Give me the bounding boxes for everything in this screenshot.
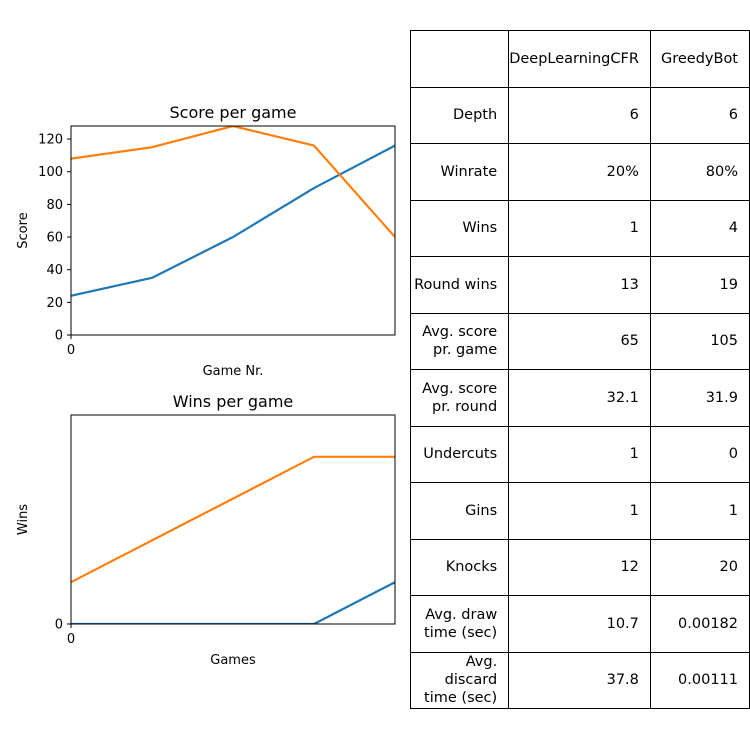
y-tick-label: 80 xyxy=(46,198,63,213)
y-tick-label: 60 xyxy=(46,231,63,246)
table-row-label: Round wins xyxy=(409,256,510,314)
chart-0: 0 20 40 60 80 100 120 0 Score per game Game Nr. Sc… xyxy=(16,103,396,379)
y-tick-label: 120 xyxy=(38,133,63,148)
series-line-1 xyxy=(71,126,395,238)
table-row: Gins 1 1 xyxy=(409,482,750,540)
table-row: Undercuts 1 0 xyxy=(409,425,750,483)
table-cell: 65 xyxy=(508,312,651,370)
table-row: Wins 1 4 xyxy=(409,199,750,257)
table-cell: 1 xyxy=(649,482,750,540)
table-cell: 10.7 xyxy=(508,595,651,653)
table-header-row: DeepLearningCFR GreedyBot xyxy=(409,30,750,88)
table-cell: 19 xyxy=(649,256,750,314)
charts-canvas: 0 20 40 60 80 100 120 0 Score per game Game Nr. Sc… xyxy=(16,103,396,668)
table-row: Avg. draw time (sec) 10.7 0.00182 xyxy=(409,595,750,653)
table-cell: 6 xyxy=(649,86,750,144)
y-tick-label: 0 xyxy=(55,329,63,344)
stats-table-body: DeepLearningCFR GreedyBot Depth 6 6 Winrate 20… xyxy=(409,30,750,709)
table-row: Avg. score pr. game 65 105 xyxy=(409,312,750,370)
x-axis-label: Game Nr. xyxy=(203,364,264,379)
table-cell: 31.9 xyxy=(649,369,750,427)
plot-frame xyxy=(70,125,396,336)
y-tick-label: 0 xyxy=(55,618,63,633)
chart-title: Wins per game xyxy=(173,392,294,411)
y-tick-label: 100 xyxy=(38,165,63,180)
y-axis-label: Wins xyxy=(16,504,31,535)
table-row-label: Avg. score pr. game xyxy=(409,312,510,370)
table-header-cell xyxy=(409,30,510,88)
x-axis-label: Games xyxy=(210,653,256,668)
table-cell: 12 xyxy=(508,538,651,596)
series-line-1 xyxy=(71,455,395,584)
table-row: Winrate 20% 80% xyxy=(409,143,750,201)
table-cell: 105 xyxy=(649,312,750,370)
table-cell: 13 xyxy=(508,256,651,314)
table-cell: 20% xyxy=(508,143,651,201)
table-row-label: Avg. discard time (sec) xyxy=(409,651,510,709)
table-row-label: Gins xyxy=(409,482,510,540)
table-cell: 6 xyxy=(508,86,651,144)
table-header-cell: GreedyBot xyxy=(649,30,750,88)
table-row-label: Avg. score pr. round xyxy=(409,369,510,427)
plot-frame xyxy=(70,414,396,625)
table-cell: 20 xyxy=(649,538,750,596)
table-row: Avg. score pr. round 32.1 31.9 xyxy=(409,369,750,427)
x-tick-label: 0 xyxy=(67,632,75,647)
table-cell: 0.00111 xyxy=(649,651,750,709)
chart-1: 00 Wins per game Games Wins xyxy=(16,392,396,668)
table-row: Depth 6 6 xyxy=(409,86,750,144)
table-cell: 0.00182 xyxy=(649,595,750,653)
table-row: Avg. discard time (sec) 37.8 0.00111 xyxy=(409,651,750,709)
y-tick-label: 20 xyxy=(46,296,63,311)
table-row-label: Depth xyxy=(409,86,510,144)
table-cell: 1 xyxy=(508,425,651,483)
table-row-label: Knocks xyxy=(409,538,510,596)
y-tick-label: 40 xyxy=(46,263,63,278)
table-cell: 80% xyxy=(649,143,750,201)
table-row-label: Undercuts xyxy=(409,425,510,483)
series-line-0 xyxy=(71,144,395,297)
table-cell: 4 xyxy=(649,199,750,257)
table-cell: 1 xyxy=(508,482,651,540)
stats-table: DeepLearningCFR GreedyBot Depth 6 6 Winrate 20… xyxy=(409,30,750,709)
table-row-label: Winrate xyxy=(409,143,510,201)
chart-title: Score per game xyxy=(170,103,297,122)
table-cell: 37.8 xyxy=(508,651,651,709)
table-cell: 32.1 xyxy=(508,369,651,427)
table-row-label: Avg. draw time (sec) xyxy=(409,595,510,653)
table-row: Knocks 12 20 xyxy=(409,538,750,596)
series-line-0 xyxy=(71,581,395,624)
table-cell: 0 xyxy=(649,425,750,483)
x-tick-label: 0 xyxy=(67,343,75,358)
table-row: Round wins 13 19 xyxy=(409,256,750,314)
table-cell: 1 xyxy=(508,199,651,257)
table-row-label: Wins xyxy=(409,199,510,257)
y-axis-label: Score xyxy=(16,212,31,248)
table-header-cell: DeepLearningCFR xyxy=(508,30,651,88)
